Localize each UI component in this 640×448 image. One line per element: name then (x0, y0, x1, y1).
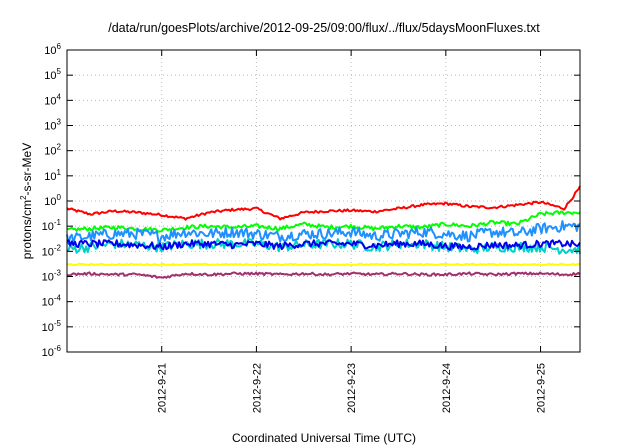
y-tick-label: 10-3 (42, 269, 62, 284)
chart-title: /data/run/goesPlots/archive/2012-09-25/0… (108, 21, 540, 35)
y-tick-label: 10-6 (42, 344, 62, 359)
y-tick-label: 102 (44, 143, 61, 158)
y-tick-label: 100 (44, 193, 61, 208)
y-tick-labels: 10-6 10-5 10-4 10-3 10-2 10-1 100 101 102 103 104 1… (42, 42, 62, 359)
y-tick-label: 10-4 (42, 294, 62, 309)
y-tick-label: 10-2 (42, 243, 62, 258)
x-tick-label: 2012-9-21 (157, 363, 169, 413)
tick-marks (67, 49, 580, 353)
y-tick-label: 10-1 (42, 218, 62, 233)
grid-lines (67, 50, 580, 352)
x-tick-label: 2012-9-22 (251, 363, 263, 413)
y-axis-label: protons/cm2-s-sr-MeV (19, 143, 34, 259)
y-tick-label: 103 (44, 118, 61, 133)
x-tick-label: 2012-9-25 (536, 363, 548, 413)
y-tick-label: 104 (44, 92, 61, 107)
series-line-0 (66, 185, 581, 221)
x-axis-label: Coordinated Universal Time (UTC) (232, 431, 416, 445)
series-line-6 (66, 271, 581, 279)
series-lines (66, 185, 581, 279)
series-line-4 (66, 239, 581, 251)
x-tick-label: 2012-9-23 (346, 363, 358, 413)
series-line-2 (66, 220, 581, 245)
y-tick-label: 10-5 (42, 319, 62, 334)
x-tick-label: 2012-9-24 (441, 363, 453, 413)
series-line-5 (67, 262, 581, 267)
y-tick-label: 101 (44, 168, 61, 183)
x-tick-labels: 2012-9-21 2012-9-22 2012-9-23 2012-9-24 2012… (157, 363, 548, 413)
y-tick-label: 106 (44, 42, 61, 57)
y-tick-label: 105 (44, 67, 61, 82)
